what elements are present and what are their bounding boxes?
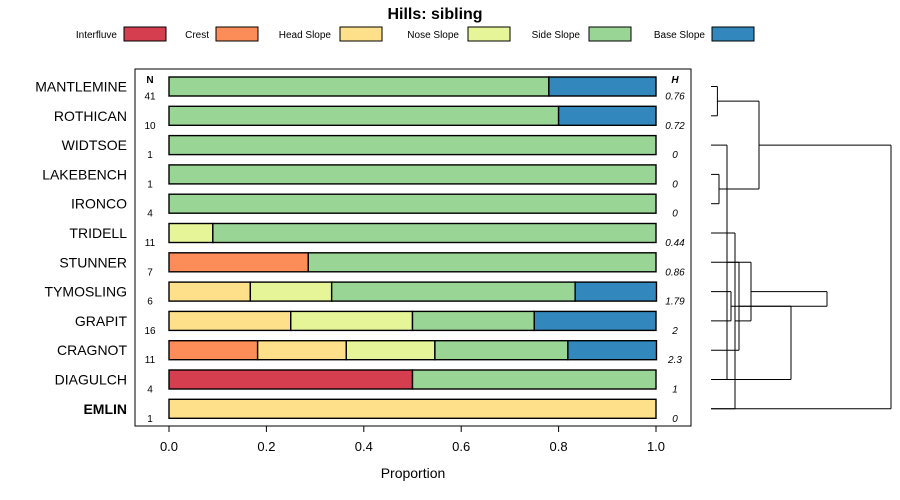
n-value-grapit: 16 (144, 326, 156, 337)
h-value-stunner: 0.86 (665, 267, 685, 278)
row-label-grapit: GRAPIT (75, 313, 128, 329)
x-tick-label: 0.0 (160, 439, 178, 454)
row-label-emlin: EMLIN (83, 401, 127, 417)
chart-title: Hills: sibling (387, 6, 482, 23)
row-label-cragnot: CRAGNOT (57, 342, 127, 358)
legend-label-side-slope: Side Slope (532, 30, 581, 41)
bar-segment-cragnot-side-slope (434, 340, 569, 361)
legend-label-interfluve: Interfluve (76, 30, 118, 41)
bar-segment-grapit-side-slope (411, 310, 535, 332)
n-value-ironco: 4 (147, 209, 153, 220)
bar-segment-rothican-base-slope (557, 105, 657, 127)
legend-label-crest: Crest (185, 30, 209, 41)
x-axis: 0.0 0.2 0.4 0.6 0.8 1.0 (160, 426, 665, 454)
bar-segment-ironco-side-slope (168, 193, 657, 214)
dendrogram (711, 86, 892, 410)
h-value-emlin: 0 (672, 414, 678, 425)
legend-swatch-head-slope (339, 26, 383, 42)
h-value-mantlemine: 0.76 (665, 92, 685, 103)
n-value-emlin: 1 (147, 414, 153, 425)
x-tick-label: 0.2 (257, 439, 275, 454)
n-value-mantlemine: 41 (144, 92, 156, 103)
bar-segment-emlin-head-slope (168, 398, 657, 419)
row-label-tymosling: TYMOSLING (45, 284, 127, 300)
n-value-stunner: 7 (147, 267, 153, 278)
legend-swatch-side-slope (588, 26, 632, 42)
row-label-mantlemine: MANTLEMINE (35, 79, 127, 95)
n-value-rothican: 10 (144, 121, 156, 132)
n-value-cragnot: 11 (145, 355, 156, 366)
legend: Interfluve Crest Head Slope Nose Slope Side … (76, 26, 755, 42)
bar-segment-stunner-side-slope (307, 252, 657, 273)
bar-segment-stunner-crest (168, 252, 309, 273)
row-label-ironco: IRONCO (71, 196, 127, 212)
bar-segment-grapit-head-slope (168, 310, 292, 332)
n-value-tymosling: 6 (147, 297, 153, 308)
bar-segment-mantlemine-side-slope (168, 76, 550, 97)
row-label-lakebench: LAKEBENCH (42, 166, 127, 182)
row-label-rothican: ROTHICAN (54, 108, 127, 124)
legend-label-nose-slope: Nose Slope (407, 30, 459, 41)
h-value-diagulch: 1 (672, 385, 678, 396)
bar-segment-cragnot-base-slope (567, 340, 658, 361)
n-value-lakebench: 1 (147, 179, 153, 190)
h-value-rothican: 0.72 (665, 121, 685, 132)
n-value-tridell: 11 (145, 238, 156, 249)
bar-segment-tridell-side-slope (212, 222, 657, 244)
h-value-tymosling: 1.79 (665, 297, 685, 308)
legend-swatch-base-slope (711, 26, 755, 42)
n-header: N (146, 75, 153, 86)
legend-label-base-slope: Base Slope (654, 30, 706, 41)
h-value-tridell: 0.44 (665, 238, 685, 249)
bar-segment-tymosling-head-slope (168, 281, 252, 302)
h-header: H (671, 75, 679, 86)
h-value-ironco: 0 (672, 209, 678, 220)
bar-segment-rothican-side-slope (168, 105, 560, 127)
bar-segment-mantlemine-base-slope (548, 76, 657, 97)
legend-swatch-crest (215, 26, 259, 42)
bar-segment-grapit-base-slope (533, 310, 657, 332)
bar-segment-cragnot-head-slope (256, 340, 347, 361)
legend-label-head-slope: Head Slope (279, 30, 332, 41)
x-tick-label: 1.0 (647, 439, 665, 454)
x-axis-title: Proportion (381, 465, 446, 481)
h-value-cragnot: 2.3 (667, 355, 682, 366)
plot-panel (134, 68, 692, 427)
n-value-widtsoe: 1 (147, 150, 153, 161)
bar-segment-cragnot-crest (168, 340, 259, 361)
bar-segment-tymosling-side-slope (330, 281, 576, 302)
bar-segment-diagulch-side-slope (411, 369, 657, 390)
bar-segment-widtsoe-side-slope (168, 134, 657, 156)
bar-segment-grapit-nose-slope (290, 310, 414, 332)
bar-segment-tymosling-nose-slope (249, 281, 333, 302)
bar-segment-lakebench-side-slope (168, 164, 657, 185)
bar-segment-tymosling-base-slope (574, 281, 658, 302)
bar-segment-diagulch-interfluve (168, 369, 414, 390)
x-tick-label: 0.6 (452, 439, 470, 454)
row-label-diagulch: DIAGULCH (55, 372, 127, 388)
h-value-grapit: 2 (671, 326, 678, 337)
n-value-diagulch: 4 (147, 385, 153, 396)
h-value-widtsoe: 0 (672, 150, 678, 161)
legend-swatch-nose-slope (467, 26, 511, 42)
bar-segment-cragnot-nose-slope (345, 340, 436, 361)
legend-swatch-interfluve (123, 26, 167, 42)
row-label-stunner: STUNNER (59, 254, 127, 270)
row-label-tridell: TRIDELL (69, 225, 127, 241)
x-tick-label: 0.4 (355, 439, 373, 454)
bar-segment-tridell-nose-slope (168, 222, 214, 244)
row-label-widtsoe: WIDTSOE (62, 137, 127, 153)
h-value-lakebench: 0 (672, 179, 678, 190)
x-tick-label: 0.8 (550, 439, 568, 454)
